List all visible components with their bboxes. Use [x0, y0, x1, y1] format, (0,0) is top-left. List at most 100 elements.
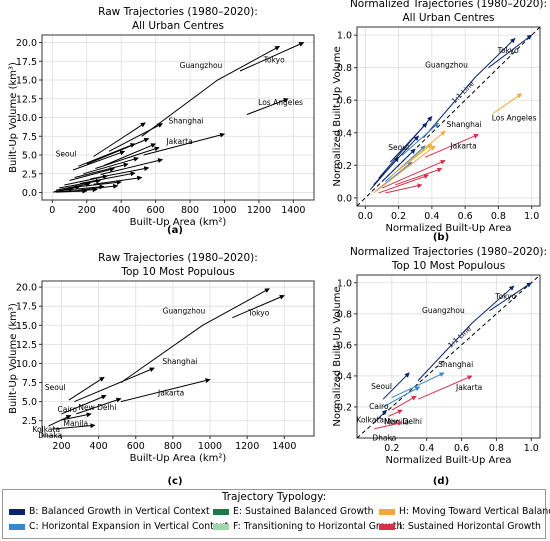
legend-item-h: H: Moving Toward Vertical Balance [379, 506, 550, 517]
trajectory-new-delhi [391, 395, 417, 411]
city-label: Jakarta [449, 141, 476, 150]
legend-swatch-c [9, 523, 25, 530]
city-label: Dhaka [38, 431, 62, 440]
trajectory-city-13 [373, 145, 436, 194]
city-label: Shanghai [438, 360, 473, 369]
trajectory-city-27 [78, 183, 119, 191]
y-tick-label: 0.4 [337, 371, 352, 382]
trajectory-kolkata [48, 414, 72, 427]
y-tick-label: 17.5 [16, 302, 37, 313]
trajectory-shanghai [391, 372, 445, 399]
x-tick-label: 0 [49, 205, 55, 216]
trajectory-city-17 [64, 174, 108, 186]
panel-label: (c) [167, 476, 182, 487]
trajectory-shanghai [401, 122, 439, 156]
panel-title: Raw Trajectories (1980–2020): [98, 252, 258, 264]
x-tick-label: 1200 [247, 205, 271, 216]
trajectory-los-angeles [493, 93, 523, 114]
x-tick-label: 1.0 [524, 211, 539, 222]
x-axis-label: Built-Up Area (km²) [130, 217, 227, 228]
city-label: Guangzhou [422, 306, 465, 315]
trajectory-city-18 [385, 183, 423, 194]
trajectory-city-9 [369, 156, 399, 191]
trajectory-jakarta [417, 375, 473, 400]
x-tick-label: 0.8 [491, 211, 506, 222]
x-tick-label: 600 [147, 205, 165, 216]
city-label: Guangzhou [425, 60, 468, 69]
city-label: Kolkata [356, 415, 384, 424]
y-axis-label: Built-Up Volume (km³) [8, 62, 19, 173]
city-label: Los Angeles [492, 114, 537, 123]
legend-item-f: F: Transitioning to Horizontal Growth [213, 521, 402, 532]
x-axis-label: Normalized Built-Up Area [385, 455, 511, 466]
x-axis-label: Normalized Built-Up Area [385, 223, 511, 234]
x-tick-label: 0.4 [424, 211, 439, 222]
panel-subtitle: All Urban Centres [402, 12, 494, 24]
trajectory-city-7 [78, 143, 136, 167]
city-label: Kolkata [32, 425, 60, 434]
panel-title: Normalized Trajectories (1980–2020): [350, 0, 547, 10]
trajectory-manila [388, 409, 403, 417]
legend-swatch-f [213, 523, 229, 530]
y-tick-label: 0.0 [22, 188, 37, 199]
trajectory-seoul [382, 372, 410, 400]
trajectory-jakarta [425, 133, 479, 158]
panel-3: Raw Trajectories (1980–2020): Top 10 Most… [8, 252, 315, 487]
legend-label-h: H: Moving Toward Vertical Balance [399, 506, 550, 517]
city-label: Shanghai [169, 117, 204, 126]
trajectory-city-16 [378, 174, 429, 194]
x-tick-label: 1.0 [524, 443, 539, 454]
panel-label: (d) [433, 476, 449, 487]
x-tick-label: 0.2 [391, 211, 406, 222]
x-axis-label: Built-Up Area (km²) [130, 453, 227, 464]
city-label: Guangzhou [180, 61, 223, 70]
x-tick-label: 800 [181, 205, 199, 216]
trajectory-city-26 [55, 188, 88, 194]
panel-subtitle: Top 10 Most Populous [391, 260, 505, 272]
x-tick-label: 1400 [272, 441, 296, 452]
x-tick-label: 200 [52, 441, 70, 452]
plot-frame [41, 280, 315, 437]
y-tick-label: 15.0 [16, 321, 37, 332]
panel-subtitle: Top 10 Most Populous [120, 266, 234, 278]
x-tick-label: 0.6 [454, 443, 469, 454]
city-label: Shanghai [162, 357, 197, 366]
trajectory-new-delhi [76, 397, 122, 415]
city-label: New Delhi [78, 403, 116, 412]
city-label: Guangzhou [163, 306, 206, 315]
city-label: Cairo [369, 402, 389, 411]
trajectory-city-15 [381, 159, 446, 189]
city-label: Seoul [56, 150, 77, 159]
trajectory-guangzhou [141, 45, 281, 137]
panel-4: Normalized Trajectories (1980–2020): Top … [332, 246, 547, 487]
trajectory-cairo [61, 394, 107, 415]
y-tick-label: 1.0 [337, 31, 352, 42]
panel-label: (a) [167, 225, 183, 236]
x-tick-label: 1000 [212, 205, 236, 216]
city-label: Cairo [57, 405, 77, 414]
y-tick-label: 5.0 [22, 397, 37, 408]
legend-item-i: I: Sustained Horizontal Growth [379, 521, 541, 532]
city-label: Manila [63, 419, 88, 428]
y-axis-label: Normalized Built-Up Volume [332, 46, 343, 186]
x-tick-label: 0.6 [458, 211, 473, 222]
panel-1: Raw Trajectories (1980–2020): All Urban C… [8, 6, 315, 236]
legend-item-b: B: Balanced Growth in Vertical Context [9, 506, 210, 517]
trajectory-guangzhou [423, 38, 516, 139]
trajectory-city-9 [72, 150, 126, 171]
trajectory-jakarta [143, 132, 225, 156]
plot-frame [356, 26, 541, 207]
city-label: Shanghai [447, 120, 482, 129]
trajectory-city-15 [69, 167, 115, 181]
y-tick-label: 10.0 [16, 359, 37, 370]
city-label: Jakarta [165, 137, 192, 146]
trajectory-city-18 [93, 175, 143, 185]
city-label: Jakarta [157, 388, 184, 397]
trajectory-city-21 [55, 181, 91, 191]
y-tick-label: 2.5 [22, 169, 37, 180]
panel-title: Normalized Trajectories (1980–2020): [350, 246, 547, 258]
trajectory-city-13 [74, 162, 129, 178]
y-tick-label: 12.5 [16, 340, 37, 351]
y-tick-label: 2.5 [22, 416, 37, 427]
